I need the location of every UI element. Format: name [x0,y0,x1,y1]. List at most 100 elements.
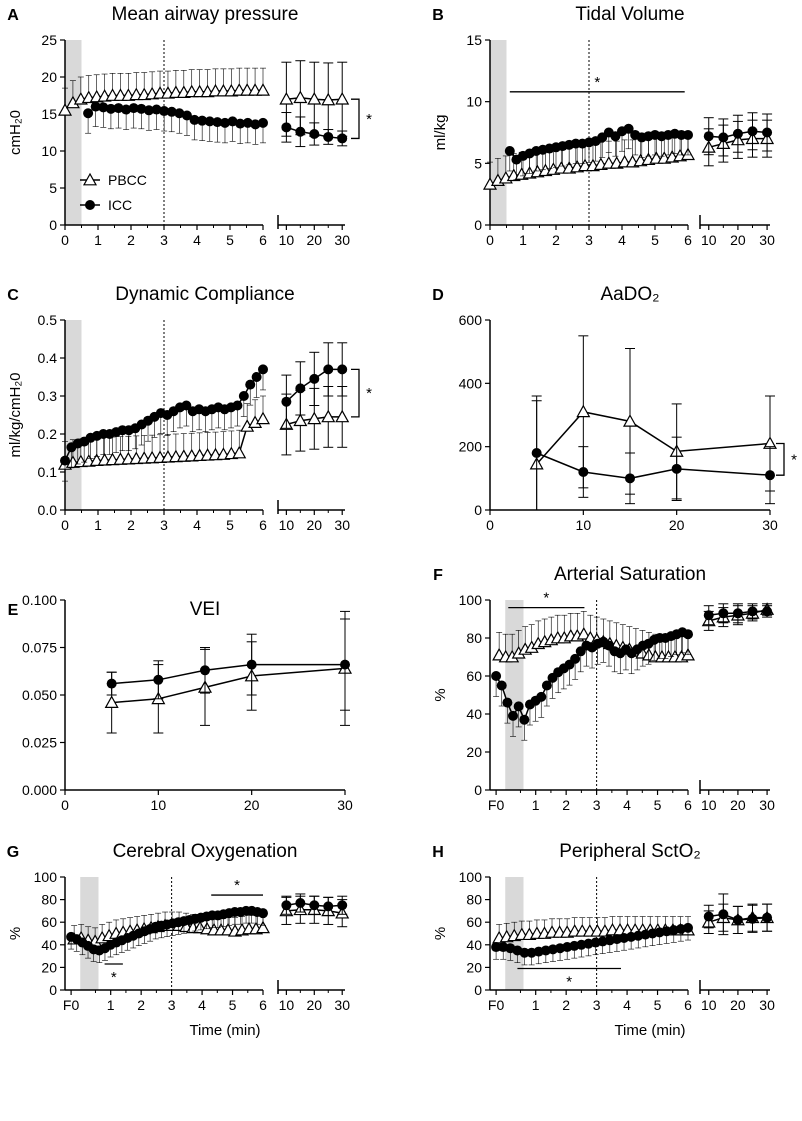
x-tick-label: 20 [307,232,323,248]
chart-title: VEI [190,599,221,620]
data-point [337,364,348,375]
panel-d: AaDO₂ D 0 200 400 600 0 10 20 30 * [432,284,797,533]
significance-label: * [791,451,797,468]
data-point [623,123,634,134]
y-tick-label: 200 [459,439,483,455]
series-icc [66,893,348,963]
shaded-interval [490,40,507,225]
significance-bracket [776,442,785,476]
data-point [227,116,238,127]
x-tick-label: 6 [259,997,267,1013]
x-tick-label: 4 [623,797,631,813]
y-tick-label: 25 [41,32,57,48]
x-tick-label: 0 [61,797,69,813]
data-point [747,606,758,617]
data-point [295,897,306,908]
data-point [295,383,306,394]
x-tick-label: 5 [226,517,234,533]
y-tick-label: 80 [466,892,482,908]
data-point [258,117,268,128]
panel-b: Tidal Volume B 0 5 10 15 ml/kg 0 1 2 3 4 5 6 10 20 30 * [432,4,775,248]
x-tick-label: 10 [279,997,295,1013]
data-point [281,396,292,407]
x-tick-label: 6 [684,797,692,813]
data-point [762,606,773,617]
chart-title: Mean airway pressure [112,4,299,25]
data-point [242,117,253,128]
x-tick-label: 10 [279,517,295,533]
series-icc [60,342,348,482]
data-point [531,448,542,458]
x-tick-label: 0 [61,232,69,248]
y-tick-label: 40 [41,937,57,953]
data-point [703,610,714,621]
y-tick-label: 20 [466,959,482,975]
data-point [121,104,132,115]
data-point [307,91,322,105]
y-tick-label: 60 [466,914,482,930]
data-point [576,626,591,640]
data-point [258,364,268,375]
significance-label: * [366,111,372,128]
y-tick-label: 0 [49,217,57,233]
x-tick-label: 1 [94,232,102,248]
data-point [747,126,758,137]
x-tick-label: 10 [151,797,167,813]
x-tick-label: 30 [337,797,353,813]
x-tick-label: F0 [488,997,505,1013]
x-tick-label: 30 [759,797,775,813]
data-point [219,117,230,128]
shaded-interval [80,877,99,990]
y-tick-label: 60 [41,914,57,930]
data-point [309,373,320,384]
y-tick-label: 15 [466,32,482,48]
x-tick-label: 20 [669,517,685,533]
x-tick-label: 4 [193,517,201,533]
x-tick-label: 10 [279,232,295,248]
x-tick-label: 5 [229,997,237,1013]
panel-a: Mean airway pressure A 0 5 10 15 20 25 cmH₂0 0 1 2 3… [7,4,372,248]
data-point [143,105,154,116]
data-point [718,909,729,920]
y-tick-label: 80 [466,630,482,646]
panel-h: Peripheral SctO₂ H 0 20 40 60 80 100% F0 1 2 3 4 5 6 10… [432,841,775,1039]
data-point [281,900,292,911]
data-point [762,912,773,923]
y-tick-label: 0 [474,782,482,798]
data-point [181,110,192,121]
data-point [323,364,334,375]
data-point [181,400,192,411]
data-point [238,391,249,401]
shaded-interval [65,40,82,225]
series-pbcc [104,610,353,734]
data-point [255,920,271,934]
y-tick-label: 60 [466,668,482,684]
data-point [335,91,350,105]
y-tick-label: 5 [474,155,482,171]
data-point [258,908,268,919]
y-tick-label: 0.3 [38,388,58,404]
series-icc [531,395,775,511]
data-point [321,409,336,423]
legend-marker-icc [85,200,95,210]
x-tick-label: F0 [63,997,80,1013]
x-tick-label: 3 [168,997,176,1013]
x-tick-label: 10 [701,232,717,248]
y-tick-label: 100 [34,869,58,885]
data-point [279,91,294,105]
x-tick-label: 1 [532,997,540,1013]
x-tick-label: 2 [127,517,135,533]
data-point [293,90,308,104]
data-point [136,103,147,114]
y-tick-label: 80 [41,892,57,908]
x-tick-label: 10 [701,797,717,813]
data-point [335,409,350,423]
data-point [128,103,139,114]
x-tick-label: 6 [684,997,692,1013]
data-point [732,128,743,139]
legend: PBCC ICC [80,172,147,213]
data-point [323,901,334,912]
data-point [765,470,775,481]
y-tick-label: 10 [466,94,482,110]
y-tick-label: 20 [41,959,57,975]
